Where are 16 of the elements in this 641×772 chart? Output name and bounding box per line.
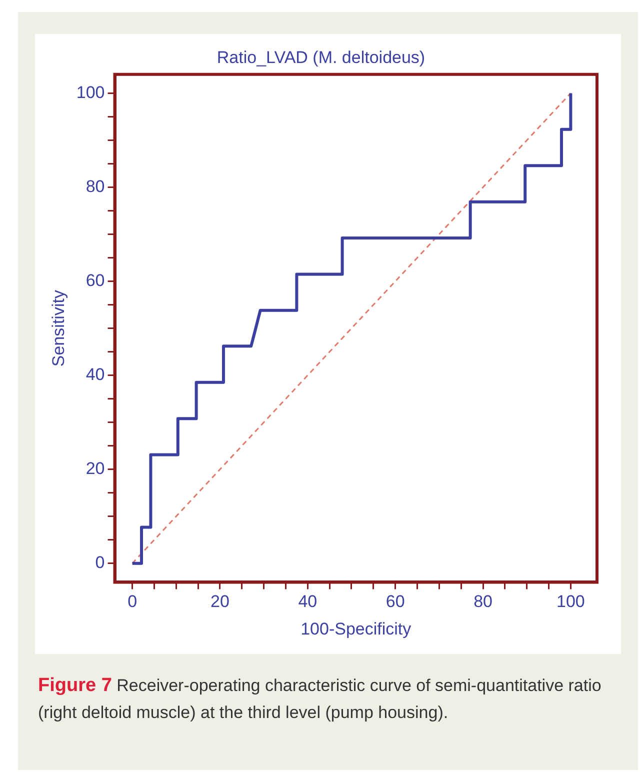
x-tick-label: 100: [556, 592, 585, 612]
y-tick-label: 20: [86, 459, 105, 478]
y-axis-title: Sensitivity: [48, 290, 68, 367]
y-tick-label: 80: [86, 176, 105, 196]
y-tick-label: 0: [95, 553, 105, 572]
y-tick-label: 100: [76, 82, 105, 102]
x-tick-label: 40: [298, 592, 318, 612]
caption: Figure 7 Receiver-operating characteristic curve of semi-quantitative ratio (right deltoid muscle) at the third level (pump housing).: [38, 674, 602, 724]
x-axis-title: 100-Specificity: [300, 619, 412, 638]
x-tick-label: 20: [210, 592, 230, 612]
x-tick-label: 80: [474, 592, 492, 612]
chart-title: Ratio_LVAD (M. deltoideus): [216, 48, 426, 67]
x-tick-label: 0: [128, 592, 138, 612]
x-tick-label: 60: [386, 592, 405, 612]
y-tick-label: 60: [86, 270, 105, 290]
y-tick-label: 40: [86, 365, 105, 384]
